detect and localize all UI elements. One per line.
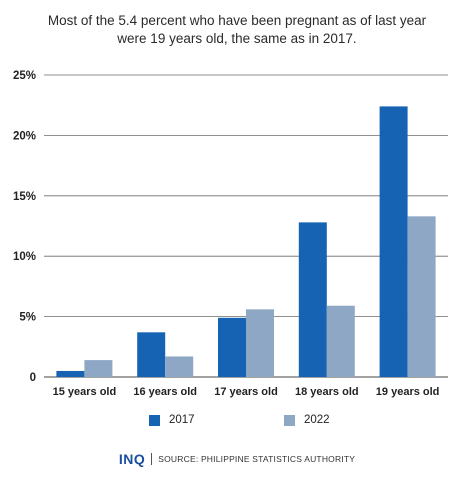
y-tick-label-15: 15%	[13, 191, 36, 203]
bar-2017-3	[218, 317, 246, 377]
legend-label-2017: 2017	[169, 414, 195, 426]
legend: 2017 2022	[0, 414, 474, 430]
source-footer: INQ SOURCE: PHILIPPINE STATISTICS AUTHOR…	[0, 451, 474, 467]
bar-2017-4	[298, 222, 327, 377]
legend-label-2022: 2022	[304, 414, 330, 426]
chart-title-line-1: Most of the 5.4 percent who have been pr…	[47, 13, 427, 28]
footer-separator	[151, 453, 153, 465]
y-tick-label-5: 5%	[19, 312, 36, 324]
x-tick-label-1: 15 years old	[53, 386, 117, 398]
bar-chart: 0 5% 10% 15% 20% 25% 15 years old 16 years old 1…	[13, 70, 448, 398]
bar-2017-2	[137, 332, 166, 377]
chart-title-line-2: were 19 years old, the same as in 2017.	[117, 31, 357, 46]
x-tick-label-3: 17 years old	[214, 386, 278, 398]
x-tick-label-2: 16 years old	[133, 386, 197, 398]
bar-2022-5	[407, 216, 436, 377]
bar-2022-4	[326, 305, 355, 377]
legend-item-2017: 2017	[149, 414, 195, 426]
bar-2022-3	[246, 309, 274, 377]
bar-2017-5	[379, 106, 408, 378]
inq-logo: INQ	[118, 451, 146, 467]
legend-item-2022: 2022	[284, 414, 330, 426]
legend-swatch-2017	[149, 414, 160, 426]
bar-2017-1	[56, 370, 85, 377]
bar-2022-2	[165, 356, 194, 377]
y-tick-label-10: 10%	[13, 251, 36, 263]
x-tick-label-4: 18 years old	[295, 386, 359, 398]
x-tick-label-5: 19 years old	[376, 386, 440, 398]
source-text: SOURCE: PHILIPPINE STATISTICS AUTHORITY	[158, 454, 356, 464]
legend-swatch-2022	[284, 414, 295, 426]
chart-title: Most of the 5.4 percent who have been pr…	[0, 12, 474, 48]
y-tick-label-0: 0	[30, 372, 36, 384]
y-tick-label-25: 25%	[13, 70, 36, 82]
bar-2022-1	[84, 360, 113, 377]
y-tick-label-20: 20%	[13, 130, 36, 142]
